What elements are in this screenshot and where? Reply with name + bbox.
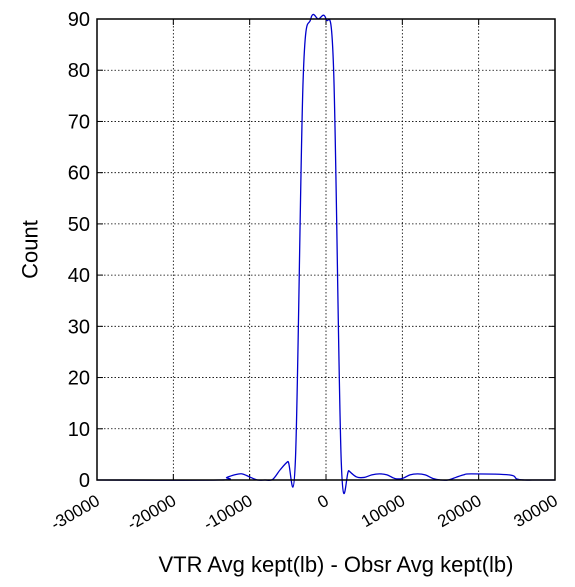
y-tick-label: 50: [68, 214, 90, 236]
x-tick-label: 0: [314, 491, 332, 512]
x-tick-label: -20000: [124, 491, 179, 534]
tick-marks: [96, 18, 556, 481]
x-axis-label: VTR Avg kept(lb) - Obsr Avg kept(lb): [159, 552, 514, 577]
y-tick-label: 60: [68, 163, 90, 185]
plot-frame: [96, 18, 556, 481]
x-tick-label: 10000: [358, 491, 408, 531]
x-tick-label: -30000: [48, 491, 103, 534]
x-tick-label: -10000: [200, 491, 255, 534]
y-tick-label: 90: [68, 9, 90, 31]
grid: [97, 19, 555, 480]
y-axis-label: Count: [18, 220, 43, 279]
y-tick-label: 40: [68, 265, 90, 287]
y-tick-label: 30: [68, 316, 90, 338]
y-tick-label: 20: [68, 368, 90, 390]
y-tick-labels: 0 10 20 30 40 50 60 70 80 90: [68, 9, 90, 492]
y-tick-label: 0: [79, 470, 90, 492]
y-tick-label: 80: [68, 60, 90, 82]
x-tick-labels: -30000 -20000 -10000 0 10000 20000 30000: [48, 491, 561, 534]
x-tick-label: 20000: [434, 491, 484, 531]
y-tick-label: 70: [68, 111, 90, 133]
x-tick-label: 30000: [511, 491, 561, 531]
y-tick-label: 10: [68, 419, 90, 441]
